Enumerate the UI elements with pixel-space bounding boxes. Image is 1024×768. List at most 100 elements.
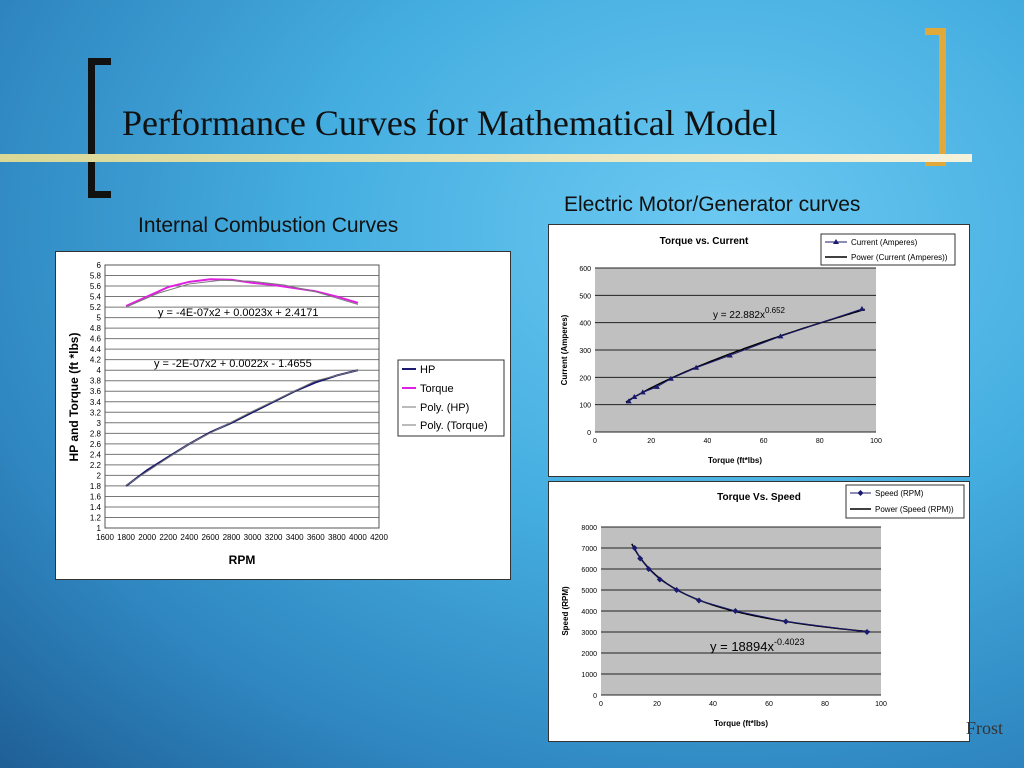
y-tick-label: 2.2: [90, 461, 102, 470]
y-tick-label: 3: [97, 419, 102, 428]
y-tick-label: 1.6: [90, 492, 102, 501]
y-tick-label: 3.6: [90, 387, 102, 396]
data-point: [696, 597, 702, 604]
x-tick-label: 3000: [244, 533, 262, 542]
legend-item-poly-hp: Poly. (HP): [420, 402, 469, 414]
data-point: [631, 394, 638, 400]
y-tick-label: 4.4: [90, 345, 102, 354]
torque-current-chart: 0 100 200 300 400 500 600 0 20 40 60 80 100 Torque v…: [560, 233, 956, 465]
y-tick-label: 6: [97, 261, 102, 270]
hp-fit-equation: y = -2E-07x2 + 0.0022x - 1.4655: [154, 358, 312, 370]
x-axis-label: RPM: [229, 553, 256, 567]
data-point: [726, 352, 733, 358]
x-tick-label: 60: [760, 438, 768, 445]
x-tick-label: 3600: [307, 533, 325, 542]
x-tick-label: 1600: [96, 533, 114, 542]
plot-area-border: [104, 264, 380, 529]
y-tick-label: 2.6: [90, 440, 102, 449]
y-tick-label: 1.8: [90, 482, 102, 491]
x-axis-label: Torque (ft*lbs): [708, 456, 762, 465]
data-point: [625, 398, 632, 404]
y-tick-label: 2.8: [90, 429, 102, 438]
x-tick-label: 20: [647, 438, 655, 445]
x-tick-label: 2800: [223, 533, 241, 542]
trendline-3: [125, 279, 359, 308]
y-tick-label: 5.2: [90, 303, 102, 312]
y-axis-label: HP and Torque (ft *lbs): [67, 333, 81, 462]
legend-box: [397, 359, 505, 437]
y-axis-label: Current (Amperes): [560, 314, 569, 385]
y-tick-label: 4: [97, 366, 102, 375]
y-tick-label: 3.8: [90, 377, 102, 386]
y-tick-label: 3.2: [90, 408, 102, 417]
x-tick-label: 3800: [328, 533, 346, 542]
left-bracket-decoration: [88, 58, 111, 198]
x-tick-label: 80: [821, 701, 829, 708]
data-point: [693, 364, 700, 370]
y-tick-label: 200: [579, 375, 591, 382]
y-tick-label: 1.2: [90, 513, 102, 522]
legend-item-current: Current (Amperes): [851, 238, 918, 247]
y-tick-label: 4000: [581, 609, 597, 616]
legend-item-speed: Speed (RPM): [875, 489, 924, 498]
y-tick-label: 1000: [581, 672, 597, 679]
data-point: [732, 608, 739, 614]
chart-title: Torque Vs. Speed: [717, 492, 801, 503]
x-axis-label: Torque (ft*lbs): [714, 719, 768, 728]
legend-box: [820, 233, 956, 266]
y-tick-label: 1.4: [90, 503, 102, 512]
y-tick-label: 4.8: [90, 324, 102, 333]
y-tick-label: 5.8: [90, 272, 102, 281]
x-tick-label: 1800: [117, 533, 135, 542]
legend: HP Torque Poly. (HP) Poly. (Torque): [397, 359, 505, 437]
legend-item-power: Power (Speed (RPM)): [875, 505, 954, 514]
y-tick-label: 8000: [581, 525, 597, 532]
y-tick-label: 6000: [581, 567, 597, 574]
ic-curves-subtitle: Internal Combustion Curves: [138, 214, 399, 237]
y-tick-label: 2.4: [90, 450, 102, 459]
fit-equation: y = 22.882x0.652: [713, 306, 786, 321]
y-tick-label: 3.4: [90, 398, 102, 407]
data-point: [782, 618, 789, 625]
legend-item-power: Power (Current (Amperes)): [851, 253, 948, 262]
triangle-marker-icon: [833, 239, 839, 244]
x-tick-label: 3200: [265, 533, 283, 542]
y-tick-label: 7000: [581, 546, 597, 553]
fit-equation: y = 18894x-0.4023: [710, 637, 805, 654]
author-footer: Frost: [966, 718, 1004, 738]
torque-current-panel: 0 100 200 300 400 500 600 0 20 40 60 80 100 Torque v…: [548, 224, 970, 477]
data-point: [631, 545, 638, 551]
y-axis-label: Speed (RPM): [561, 586, 570, 636]
y-tick-label: 5000: [581, 588, 597, 595]
y-tick-label: 2: [97, 471, 102, 480]
data-point: [777, 333, 784, 339]
legend-box: [845, 484, 965, 519]
data-point: [667, 375, 674, 381]
y-tick-label: 5.4: [90, 293, 102, 302]
y-tick-label: 0: [587, 430, 591, 437]
series-line-hp: [125, 369, 359, 487]
ic-chart-panel: 1 1.2 1.4 1.6 1.8 2 2.2 2.4 2.6 2.8 3 3.2 3.4 3.6 3.8 4…: [55, 251, 511, 580]
data-point: [673, 587, 680, 593]
x-tick-label: 100: [870, 438, 882, 445]
y-tick-label: 4.2: [90, 356, 102, 365]
x-tick-label: 3400: [286, 533, 304, 542]
x-tick-label: 40: [704, 438, 712, 445]
trendline-2: [125, 369, 359, 486]
y-tick-label: 100: [579, 403, 591, 410]
legend-item-torque: Torque: [420, 383, 454, 395]
data-point: [639, 389, 646, 395]
x-tick-label: 20: [653, 701, 661, 708]
x-tick-label: 2400: [180, 533, 198, 542]
legend-item-hp: HP: [420, 364, 435, 376]
y-tick-label: 400: [579, 321, 591, 328]
data-point: [637, 555, 644, 562]
x-tick-label: 2200: [159, 533, 177, 542]
data-point: [653, 383, 660, 389]
x-tick-label: 0: [593, 438, 597, 445]
y-tick-label: 5.6: [90, 282, 102, 291]
x-tick-label: 40: [709, 701, 717, 708]
right-bracket-decoration: [925, 28, 946, 166]
legend-item-poly-torque: Poly. (Torque): [420, 420, 488, 432]
torque-fit-equation: y = -4E-07x2 + 0.0023x + 2.4171: [158, 307, 319, 319]
